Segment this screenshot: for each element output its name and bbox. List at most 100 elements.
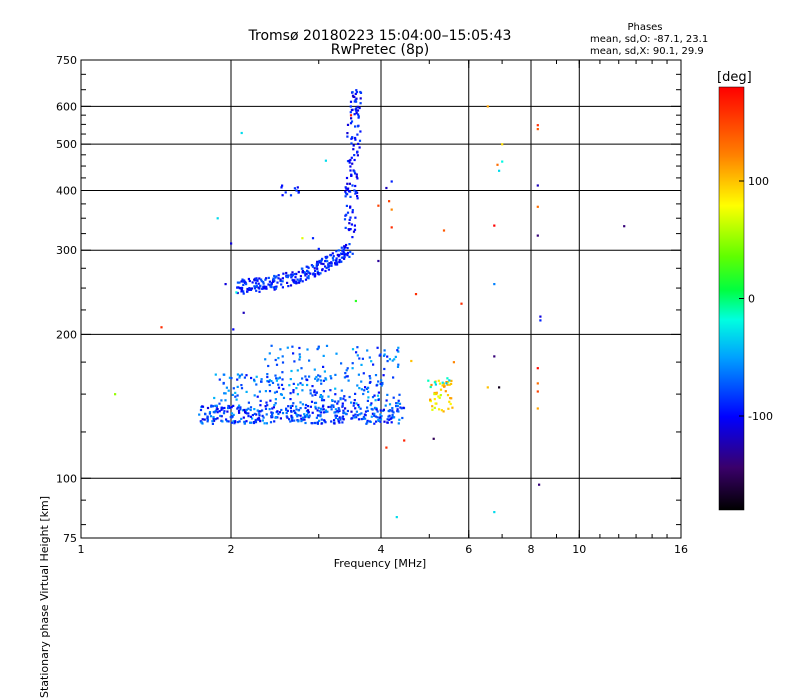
scatter-point (359, 102, 362, 105)
scatter-point (224, 399, 227, 402)
scatter-point (222, 382, 225, 385)
scatter-point (243, 422, 246, 425)
scatter-point (438, 382, 442, 385)
scatter-point (265, 277, 268, 280)
scatter-point (299, 414, 302, 417)
scatter-point (379, 409, 382, 412)
scatter-point (242, 409, 245, 412)
scatter-point (236, 378, 239, 381)
scatter-point (349, 169, 352, 172)
scatter-point (268, 383, 271, 387)
scatter-point (386, 418, 389, 421)
scatter-point (277, 377, 280, 380)
scatter-point (273, 274, 276, 278)
scatter-point (291, 271, 294, 274)
scatter-point (498, 386, 501, 389)
scatter-point (439, 394, 442, 397)
scatter-point (286, 281, 289, 284)
scatter-point (322, 379, 325, 382)
scatter-point (253, 285, 256, 288)
scatter-point (376, 394, 380, 397)
scatter-point (402, 406, 405, 409)
scatter-point (280, 393, 283, 396)
scatter-point (376, 416, 379, 419)
scatter-point (341, 402, 344, 405)
scatter-point (350, 174, 353, 177)
scatter-point (280, 283, 283, 286)
scatter-point (344, 195, 347, 198)
scatter-point (357, 142, 360, 145)
scatter-point (358, 146, 361, 149)
scatter-point (239, 406, 242, 409)
scatter-point (355, 107, 358, 110)
scatter-point (290, 369, 293, 373)
scatter-point (486, 386, 489, 389)
scatter-point (240, 417, 243, 420)
scatter-point (319, 272, 322, 275)
scatter-point (250, 376, 253, 380)
scatter-point (337, 407, 340, 410)
scatter-point (383, 349, 386, 352)
y-tick-label: 75 (63, 532, 77, 545)
scatter-point (351, 91, 354, 94)
scatter-point (264, 390, 267, 393)
scatter-point (392, 376, 395, 379)
scatter-point (318, 259, 321, 263)
scatter-point (230, 412, 234, 415)
scatter-point (337, 400, 340, 403)
scatter-point (354, 136, 357, 140)
scatter-point (399, 406, 402, 409)
scatter-point (391, 413, 394, 417)
scatter-point (255, 383, 258, 386)
scatter-point (266, 404, 269, 407)
scatter-point (251, 417, 254, 420)
scatter-point (238, 374, 242, 377)
scatter-point (279, 279, 282, 283)
scatter-point (353, 224, 356, 227)
scatter-point (240, 373, 244, 376)
scatter-point (440, 409, 443, 412)
scatter-point (317, 406, 320, 409)
scatter-point (493, 224, 496, 227)
scatter-point (351, 211, 354, 214)
scatter-point (296, 186, 299, 189)
scatter-point (279, 348, 282, 351)
scatter-point (240, 384, 243, 387)
phase-stats-o: mean, sd,O: -87.1, 23.1 (590, 34, 709, 45)
scatter-point (252, 421, 256, 424)
colorbar-tick-label: 100 (748, 175, 769, 188)
scatter-point (353, 170, 356, 173)
x-tick-label: 1 (78, 543, 85, 556)
scatter-point (373, 412, 376, 415)
colorbar-tick-label: 0 (748, 293, 755, 306)
scatter-point (298, 355, 302, 359)
scatter-point (238, 287, 241, 290)
scatter-point (347, 190, 351, 193)
scatter-point (356, 105, 359, 108)
scatter-point (304, 403, 308, 407)
scatter-point (230, 377, 233, 380)
scatter-point (216, 417, 219, 420)
scatter-point (355, 191, 358, 194)
scatter-point (287, 405, 290, 408)
scatter-point (346, 375, 349, 378)
scatter-point (316, 422, 319, 425)
scatter-point (299, 275, 302, 278)
scatter-point (360, 380, 363, 383)
scatter-point (355, 89, 358, 92)
scatter-point (270, 380, 273, 383)
scatter-point (353, 228, 357, 231)
scatter-point (293, 273, 296, 276)
scatter-point (273, 279, 276, 282)
scatter-point (434, 383, 437, 386)
scatter-point (343, 257, 346, 260)
scatter-point (336, 402, 339, 405)
scatter-point (317, 346, 320, 350)
scatter-point (501, 160, 504, 163)
scatter-point (357, 403, 360, 407)
scatter-point (199, 420, 202, 423)
scatter-point (450, 382, 453, 385)
scatter-point (310, 400, 314, 403)
scatter-point (305, 413, 309, 417)
scatter-point (335, 250, 338, 253)
